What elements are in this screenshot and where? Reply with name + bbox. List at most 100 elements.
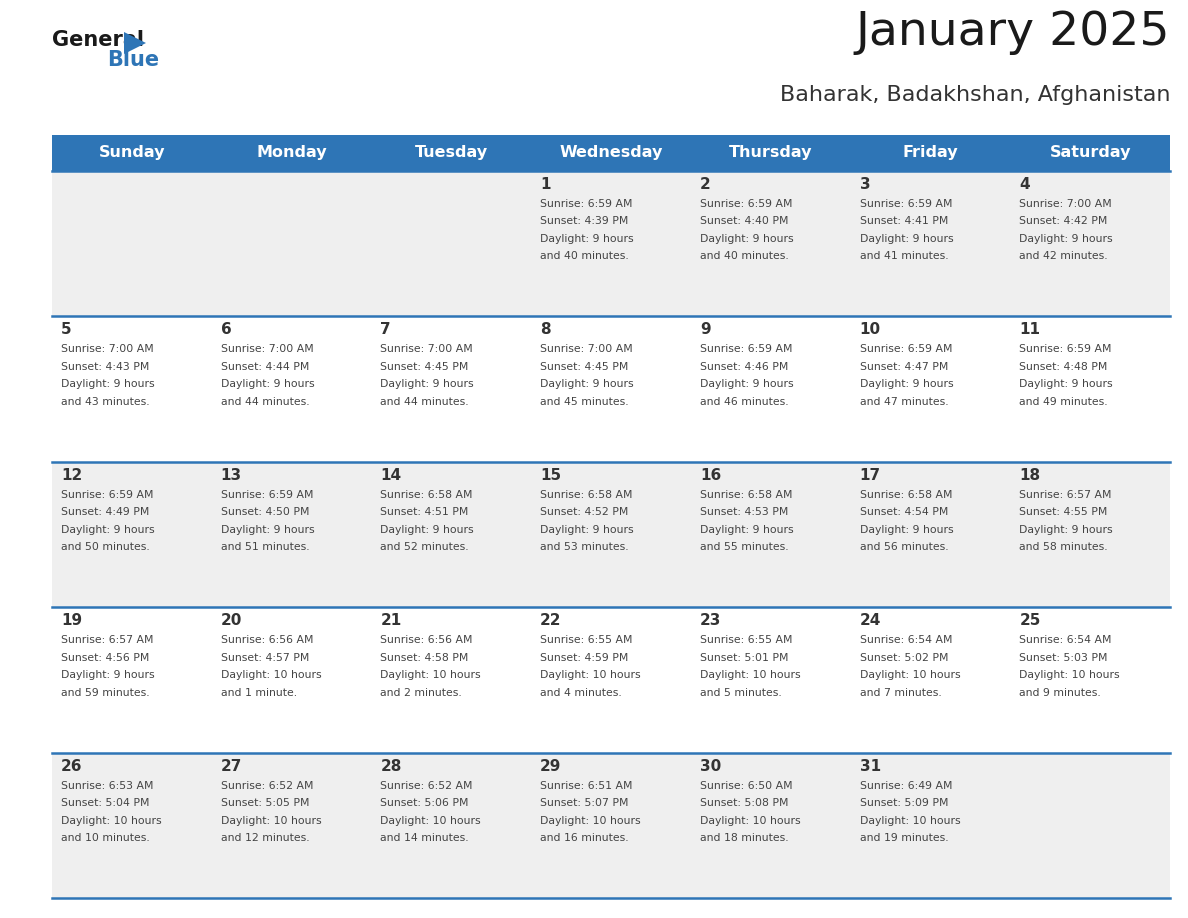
- Text: January 2025: January 2025: [855, 10, 1170, 55]
- Bar: [52, 753, 1170, 898]
- Text: Sunday: Sunday: [99, 145, 165, 161]
- Text: Sunset: 4:54 PM: Sunset: 4:54 PM: [860, 508, 948, 518]
- Text: Sunset: 4:57 PM: Sunset: 4:57 PM: [221, 653, 309, 663]
- Text: Daylight: 10 hours: Daylight: 10 hours: [380, 815, 481, 825]
- Text: Sunset: 4:53 PM: Sunset: 4:53 PM: [700, 508, 788, 518]
- Text: Wednesday: Wednesday: [560, 145, 663, 161]
- Text: Daylight: 9 hours: Daylight: 9 hours: [700, 525, 794, 535]
- Text: Sunset: 4:42 PM: Sunset: 4:42 PM: [1019, 217, 1107, 227]
- Text: 14: 14: [380, 468, 402, 483]
- Text: Sunset: 4:46 PM: Sunset: 4:46 PM: [700, 362, 788, 372]
- Text: 28: 28: [380, 758, 402, 774]
- Text: 4: 4: [1019, 177, 1030, 192]
- Text: Sunset: 4:55 PM: Sunset: 4:55 PM: [1019, 508, 1107, 518]
- Text: Daylight: 9 hours: Daylight: 9 hours: [860, 525, 953, 535]
- Text: Daylight: 9 hours: Daylight: 9 hours: [860, 379, 953, 389]
- Text: Sunset: 4:47 PM: Sunset: 4:47 PM: [860, 362, 948, 372]
- Text: and 50 minutes.: and 50 minutes.: [61, 543, 150, 553]
- Text: 29: 29: [541, 758, 562, 774]
- Text: and 51 minutes.: and 51 minutes.: [221, 543, 309, 553]
- Text: 2: 2: [700, 177, 710, 192]
- Text: Sunrise: 6:53 AM: Sunrise: 6:53 AM: [61, 780, 153, 790]
- Bar: [52, 462, 1170, 607]
- Text: Daylight: 9 hours: Daylight: 9 hours: [700, 234, 794, 244]
- Text: 30: 30: [700, 758, 721, 774]
- Text: and 42 minutes.: and 42 minutes.: [1019, 252, 1108, 262]
- Text: Sunrise: 6:52 AM: Sunrise: 6:52 AM: [221, 780, 314, 790]
- Text: Baharak, Badakhshan, Afghanistan: Baharak, Badakhshan, Afghanistan: [779, 85, 1170, 105]
- Text: Sunrise: 6:59 AM: Sunrise: 6:59 AM: [1019, 344, 1112, 354]
- Text: Sunrise: 6:59 AM: Sunrise: 6:59 AM: [700, 199, 792, 209]
- Text: Daylight: 10 hours: Daylight: 10 hours: [221, 670, 321, 680]
- Text: and 14 minutes.: and 14 minutes.: [380, 834, 469, 843]
- Text: Sunset: 4:58 PM: Sunset: 4:58 PM: [380, 653, 469, 663]
- Text: Monday: Monday: [257, 145, 327, 161]
- Text: 17: 17: [860, 468, 880, 483]
- Text: Sunset: 4:44 PM: Sunset: 4:44 PM: [221, 362, 309, 372]
- Text: Sunrise: 6:49 AM: Sunrise: 6:49 AM: [860, 780, 952, 790]
- Text: 20: 20: [221, 613, 242, 628]
- Text: 23: 23: [700, 613, 721, 628]
- Text: Sunrise: 6:50 AM: Sunrise: 6:50 AM: [700, 780, 792, 790]
- Text: 19: 19: [61, 613, 82, 628]
- Text: and 56 minutes.: and 56 minutes.: [860, 543, 948, 553]
- Text: Daylight: 9 hours: Daylight: 9 hours: [541, 379, 633, 389]
- Text: 27: 27: [221, 758, 242, 774]
- Text: Tuesday: Tuesday: [415, 145, 488, 161]
- Text: Daylight: 9 hours: Daylight: 9 hours: [61, 670, 154, 680]
- Text: Daylight: 10 hours: Daylight: 10 hours: [860, 670, 960, 680]
- Text: 16: 16: [700, 468, 721, 483]
- Text: and 40 minutes.: and 40 minutes.: [541, 252, 628, 262]
- Text: 21: 21: [380, 613, 402, 628]
- Text: and 47 minutes.: and 47 minutes.: [860, 397, 948, 407]
- Text: Sunrise: 6:59 AM: Sunrise: 6:59 AM: [860, 199, 952, 209]
- Text: Daylight: 9 hours: Daylight: 9 hours: [860, 234, 953, 244]
- Text: and 2 minutes.: and 2 minutes.: [380, 688, 462, 698]
- Text: Sunrise: 6:59 AM: Sunrise: 6:59 AM: [860, 344, 952, 354]
- Text: 3: 3: [860, 177, 870, 192]
- Text: Daylight: 9 hours: Daylight: 9 hours: [61, 379, 154, 389]
- Text: Saturday: Saturday: [1049, 145, 1131, 161]
- Text: Sunset: 4:52 PM: Sunset: 4:52 PM: [541, 508, 628, 518]
- Text: Daylight: 10 hours: Daylight: 10 hours: [541, 815, 640, 825]
- Text: and 10 minutes.: and 10 minutes.: [61, 834, 150, 843]
- Text: 5: 5: [61, 322, 71, 338]
- Text: Sunset: 4:43 PM: Sunset: 4:43 PM: [61, 362, 150, 372]
- Text: Sunrise: 7:00 AM: Sunrise: 7:00 AM: [221, 344, 314, 354]
- Text: Sunrise: 6:58 AM: Sunrise: 6:58 AM: [860, 490, 952, 499]
- Text: Sunrise: 6:51 AM: Sunrise: 6:51 AM: [541, 780, 633, 790]
- Text: Daylight: 10 hours: Daylight: 10 hours: [61, 815, 162, 825]
- Text: Daylight: 10 hours: Daylight: 10 hours: [1019, 670, 1120, 680]
- Text: Sunset: 5:04 PM: Sunset: 5:04 PM: [61, 798, 150, 808]
- Text: and 5 minutes.: and 5 minutes.: [700, 688, 782, 698]
- Text: and 4 minutes.: and 4 minutes.: [541, 688, 621, 698]
- Text: 22: 22: [541, 613, 562, 628]
- Text: Sunrise: 7:00 AM: Sunrise: 7:00 AM: [1019, 199, 1112, 209]
- Text: Sunset: 4:39 PM: Sunset: 4:39 PM: [541, 217, 628, 227]
- Text: Sunrise: 6:58 AM: Sunrise: 6:58 AM: [380, 490, 473, 499]
- Polygon shape: [124, 32, 146, 54]
- Text: and 44 minutes.: and 44 minutes.: [221, 397, 309, 407]
- Text: Sunset: 4:48 PM: Sunset: 4:48 PM: [1019, 362, 1107, 372]
- Text: Sunset: 5:06 PM: Sunset: 5:06 PM: [380, 798, 469, 808]
- Text: Daylight: 9 hours: Daylight: 9 hours: [700, 379, 794, 389]
- Text: 11: 11: [1019, 322, 1041, 338]
- Text: 15: 15: [541, 468, 561, 483]
- Bar: [52, 135, 1170, 171]
- Text: Sunset: 5:05 PM: Sunset: 5:05 PM: [221, 798, 309, 808]
- Text: Sunset: 4:45 PM: Sunset: 4:45 PM: [541, 362, 628, 372]
- Text: Sunrise: 7:00 AM: Sunrise: 7:00 AM: [380, 344, 473, 354]
- Text: Sunset: 4:51 PM: Sunset: 4:51 PM: [380, 508, 469, 518]
- Text: Daylight: 9 hours: Daylight: 9 hours: [380, 525, 474, 535]
- Text: Blue: Blue: [107, 50, 159, 70]
- Text: Sunrise: 6:56 AM: Sunrise: 6:56 AM: [380, 635, 473, 645]
- Text: Sunset: 4:50 PM: Sunset: 4:50 PM: [221, 508, 309, 518]
- Text: Daylight: 10 hours: Daylight: 10 hours: [541, 670, 640, 680]
- Text: Sunrise: 6:54 AM: Sunrise: 6:54 AM: [860, 635, 952, 645]
- Text: Sunrise: 6:58 AM: Sunrise: 6:58 AM: [700, 490, 792, 499]
- Text: Sunrise: 6:54 AM: Sunrise: 6:54 AM: [1019, 635, 1112, 645]
- Text: Sunset: 4:59 PM: Sunset: 4:59 PM: [541, 653, 628, 663]
- Text: Sunset: 4:56 PM: Sunset: 4:56 PM: [61, 653, 150, 663]
- Text: Sunrise: 6:57 AM: Sunrise: 6:57 AM: [61, 635, 153, 645]
- Text: and 53 minutes.: and 53 minutes.: [541, 543, 628, 553]
